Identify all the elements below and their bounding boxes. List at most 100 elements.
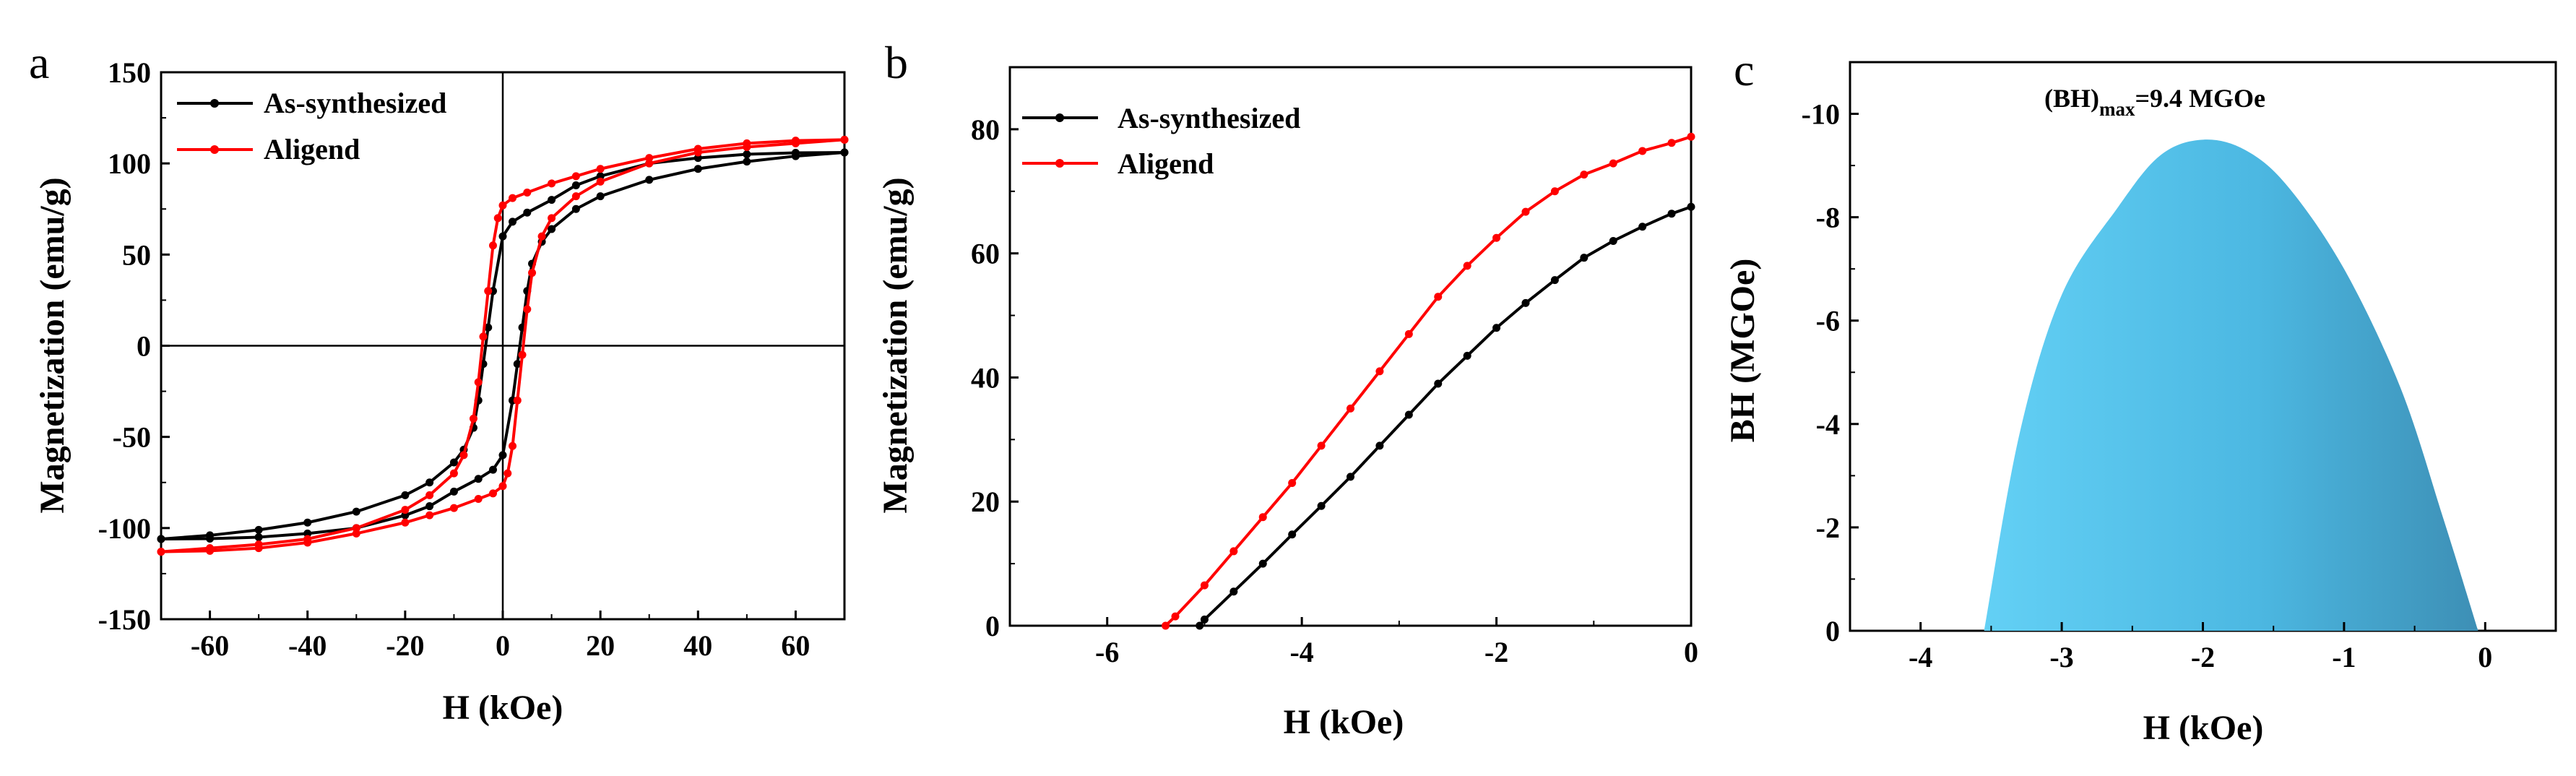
data-point-aligend-lower [352, 529, 360, 538]
data-point-aligend-lower [523, 305, 532, 314]
data-point-aligend-upper [401, 506, 410, 514]
data-point-as-synthesized-upper [523, 208, 532, 217]
bhmax-annotation-rest: =9.4 MGOe [2135, 84, 2265, 113]
panel-label-a: a [29, 37, 49, 88]
panel-a-y-axis-title: Magnetization (emu/g) [33, 177, 72, 513]
data-point-as-synthesized [1200, 615, 1209, 624]
data-point-as-synthesized-lower [571, 204, 580, 213]
data-point-aligend [1638, 147, 1647, 155]
data-point-as-synthesized [1404, 410, 1413, 419]
y-tick-label: -10 [1802, 98, 1840, 131]
x-tick-label: -60 [191, 629, 229, 662]
data-point-aligend-lower [645, 159, 654, 168]
data-point-as-synthesized [1580, 254, 1589, 262]
data-point-as-synthesized [1434, 379, 1443, 388]
legend-marker-as-synthesized-b [1055, 113, 1064, 122]
y-tick-label: 80 [971, 113, 1000, 146]
data-point-as-synthesized [1317, 501, 1326, 510]
data-point-aligend-lower [254, 544, 263, 553]
series-line-as-synthesized [1198, 205, 1692, 627]
data-point-aligend-upper [449, 469, 458, 478]
data-point-as-synthesized-upper [693, 154, 702, 163]
data-point-aligend-upper [645, 154, 654, 163]
x-tick-label: -4 [1909, 641, 1932, 673]
data-point-aligend [1347, 404, 1354, 413]
data-point-as-synthesized-lower [474, 475, 483, 483]
data-point-aligend-upper [469, 414, 477, 423]
y-tick-label: 20 [971, 486, 1000, 518]
data-point-aligend-lower [791, 139, 800, 147]
panel-label-b: b [885, 37, 908, 88]
y-tick-label: 40 [971, 361, 1000, 394]
data-point-aligend-upper [498, 201, 507, 210]
data-point-aligend-lower [548, 214, 556, 223]
bh-area [1984, 139, 2478, 631]
x-tick-label: 0 [1684, 636, 1698, 668]
data-point-aligend-lower [401, 518, 410, 527]
data-point-as-synthesized [1609, 236, 1617, 245]
data-point-aligend-lower [571, 192, 580, 201]
data-point-aligend-upper [571, 172, 580, 181]
data-point-aligend-lower [503, 469, 512, 478]
data-point-aligend-lower [498, 482, 507, 491]
data-point-as-synthesized-upper [571, 181, 580, 189]
x-tick-label: -3 [2049, 641, 2073, 673]
data-point-as-synthesized [1288, 530, 1297, 539]
data-point-as-synthesized-upper [352, 507, 360, 516]
legend-label-aligend-b: Aligend [1118, 147, 1214, 180]
panel-a-x-axis-title: H (kOe) [443, 689, 563, 727]
y-tick-label: 0 [1825, 615, 1840, 647]
y-tick-label: 100 [108, 147, 151, 180]
legend-marker-aligend-a [210, 145, 219, 154]
data-point-as-synthesized-upper [498, 232, 507, 241]
x-tick-label: -40 [288, 629, 327, 662]
x-tick-label: -4 [1289, 636, 1313, 668]
data-point-as-synthesized-lower [513, 360, 522, 368]
data-point-aligend-lower [743, 142, 751, 151]
data-point-as-synthesized-lower [693, 165, 702, 173]
data-point-as-synthesized [1550, 276, 1559, 285]
x-tick-label: -1 [2332, 641, 2356, 673]
bhmax-annotation-main: (BH) [2044, 84, 2099, 113]
x-tick-label: -6 [1095, 636, 1119, 668]
data-point-as-synthesized-lower [498, 451, 507, 460]
data-point-aligend [1317, 441, 1326, 450]
x-tick-label: 20 [586, 629, 615, 662]
x-tick-label: 40 [683, 629, 712, 662]
series-line-aligend [1164, 135, 1692, 627]
data-point-aligend-upper [352, 524, 360, 533]
y-tick-label: -150 [98, 603, 151, 636]
data-point-aligend [1580, 171, 1589, 179]
panel-b-frame [1008, 66, 1693, 627]
data-point-aligend [1258, 513, 1267, 522]
data-point-as-synthesized-lower [449, 487, 458, 496]
data-point-aligend [1375, 367, 1384, 376]
data-point-aligend-lower [518, 350, 527, 359]
data-point-aligend [1667, 139, 1676, 147]
bhmax-annotation-sub: max [2099, 98, 2135, 120]
data-point-as-synthesized-lower [488, 465, 497, 474]
data-point-aligend-lower [528, 269, 537, 277]
data-point-aligend-lower [157, 548, 165, 556]
data-point-as-synthesized [1521, 298, 1530, 307]
panel-b-y-axis-title: Magnetization (emu/g) [876, 177, 915, 513]
data-point-as-synthesized-lower [840, 148, 849, 157]
y-tick-label: -50 [113, 421, 151, 454]
legend-marker-as-synthesized-a [210, 99, 219, 108]
data-point-as-synthesized-lower [206, 534, 215, 543]
data-point-as-synthesized-lower [791, 152, 800, 160]
data-point-as-synthesized-upper [425, 478, 434, 487]
data-point-as-synthesized-lower [548, 225, 556, 233]
data-point-aligend [1521, 207, 1530, 216]
data-point-as-synthesized-upper [548, 196, 556, 204]
y-tick-label: -4 [1816, 408, 1840, 441]
data-point-as-synthesized-upper [449, 458, 458, 467]
data-point-aligend-lower [303, 538, 312, 547]
data-point-aligend [1492, 233, 1501, 242]
y-tick-label: -100 [98, 512, 151, 545]
y-tick-label: -6 [1816, 305, 1840, 337]
data-point-as-synthesized-upper [743, 150, 751, 159]
data-point-as-synthesized-lower [743, 158, 751, 166]
data-point-aligend-upper [509, 194, 517, 202]
data-point-as-synthesized-upper [509, 217, 517, 226]
